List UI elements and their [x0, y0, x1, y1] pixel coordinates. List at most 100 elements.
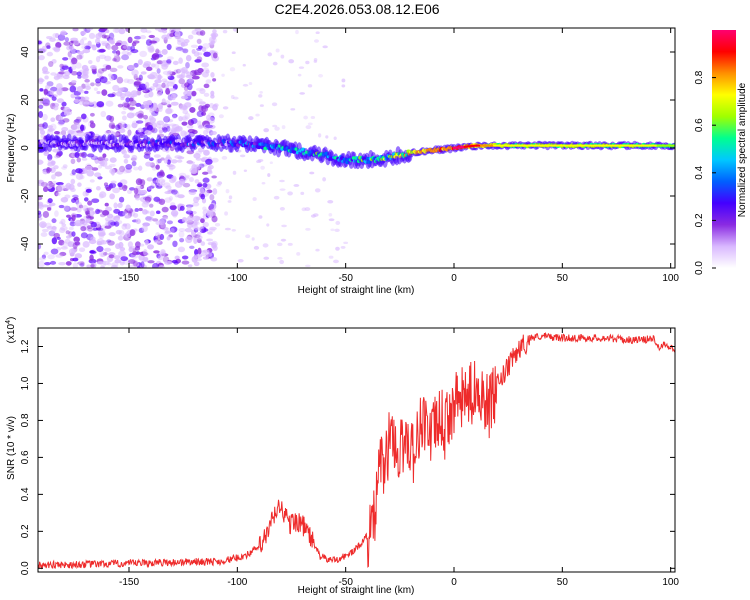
- spectrogram-noise-cell: [170, 101, 179, 106]
- spectrogram-noise-cell: [201, 111, 206, 116]
- spectrogram-noise-cell: [71, 231, 76, 237]
- spectrogram-ridge-core: [602, 144, 605, 147]
- spectrogram-noise-cell: [118, 229, 125, 236]
- spectrogram-noise-cell: [272, 61, 278, 66]
- spectrogram-noise-cell: [93, 87, 98, 91]
- spectrogram-ridge-core: [483, 144, 486, 147]
- spectrogram-ridge-core: [668, 144, 671, 147]
- spectrogram-noise-cell: [39, 221, 47, 229]
- spectrogram-noise-cell: [96, 227, 104, 231]
- spectrogram-noise-cell: [81, 45, 87, 49]
- spectrogram-noise-cell: [69, 85, 77, 93]
- spectrogram-noise-cell: [179, 237, 185, 243]
- spectrogram-ridge-core: [565, 144, 568, 147]
- spectrogram-ridge-core: [512, 144, 515, 147]
- spectrogram-noise-cell: [96, 90, 101, 95]
- spectrogram-noise-cell: [185, 61, 190, 69]
- spectrogram-noise-cell: [149, 185, 155, 189]
- spectrogram-noise-cell: [335, 246, 340, 251]
- spectrogram-noise-cell: [117, 87, 123, 94]
- spectrogram-noise-cell: [158, 178, 166, 183]
- spectrogram-noise-cell: [109, 219, 115, 223]
- spectrogram-noise-cell: [90, 82, 95, 87]
- spectrogram-noise-cell: [263, 128, 270, 133]
- spectrogram-noise-cell: [202, 256, 209, 260]
- spectrogram-noise-cell: [212, 29, 217, 34]
- snr-multiplier-exponent: 4: [5, 320, 12, 324]
- spectrogram-noise-cell: [80, 113, 87, 120]
- spectrogram-noise-cell: [63, 41, 71, 46]
- spectrogram-noise-cell: [203, 149, 210, 156]
- spectrogram-noise-cell: [140, 71, 147, 75]
- spectrogram-noise-cell: [89, 179, 95, 183]
- spectrogram-noise-cell: [224, 211, 229, 216]
- spectrogram-noise-cell: [154, 63, 160, 70]
- spectrogram-x-tick-label: 100: [662, 273, 679, 284]
- spectrogram-noise-cell: [38, 243, 42, 250]
- spectrogram-ridge-core: [459, 146, 462, 149]
- spectrogram-noise-cell: [71, 214, 76, 222]
- spectrogram-noise-cell: [47, 158, 54, 165]
- spectrogram-noise-cell: [156, 60, 163, 65]
- spectrogram-noise-cell: [181, 255, 189, 260]
- spectrogram-noise-cell: [71, 198, 77, 203]
- spectrogram-noise-cell: [121, 149, 128, 155]
- spectrogram-noise-cell: [184, 174, 190, 178]
- spectrogram-ridge-core: [562, 144, 565, 147]
- spectrogram-noise-cell: [131, 69, 139, 77]
- spectrogram-ridge-core: [539, 144, 542, 147]
- spectrogram-noise-cell: [202, 182, 208, 188]
- spectrogram-noise-cell: [85, 165, 93, 171]
- spectrogram-noise-cell: [273, 195, 280, 200]
- spectrogram-noise-cell: [57, 34, 66, 41]
- spectrogram-noise-cell: [79, 263, 85, 267]
- spectrogram-noise-cell: [46, 166, 51, 174]
- spectrogram-noise-cell: [113, 53, 119, 57]
- spectrogram-noise-cell: [62, 241, 69, 248]
- spectrogram-noise-cell: [122, 211, 128, 217]
- spectrogram-noise-cell: [203, 51, 211, 57]
- spectrogram-noise-cell: [118, 165, 126, 173]
- spectrogram-noise-cell: [205, 252, 213, 258]
- spectrogram-noise-cell: [58, 119, 66, 125]
- spectrogram-ridge-core: [657, 144, 660, 147]
- spectrogram-noise-cell: [91, 198, 100, 204]
- spectrogram-noise-cell: [54, 210, 59, 217]
- spectrogram-noise-cell: [198, 101, 206, 105]
- spectrogram-noise-cell: [62, 57, 69, 61]
- spectrogram-noise-cell: [87, 59, 93, 65]
- spectrogram-ridge-core: [648, 144, 650, 147]
- spectrogram-noise-cell: [108, 232, 116, 237]
- spectrogram-ridge-core: [485, 144, 488, 147]
- spectrogram-noise-cell: [60, 225, 68, 231]
- spectrogram-noise-cell: [63, 205, 71, 212]
- spectrogram-ridge-core: [479, 144, 481, 147]
- spectrogram-noise-cell: [58, 114, 64, 122]
- spectrogram-ridge-core: [567, 144, 570, 147]
- spectrogram-noise-cell: [41, 254, 47, 259]
- spectrogram-y-axis-label: Frequency (Hz): [6, 114, 17, 183]
- spectrogram-noise-cell: [304, 264, 311, 268]
- spectrogram-noise-cell: [171, 259, 178, 264]
- spectrogram-noise-cell: [104, 55, 112, 62]
- spectrogram-noise-cell: [77, 152, 85, 157]
- spectrogram-noise-cell: [113, 255, 121, 260]
- spectrogram-noise-cell: [152, 262, 159, 268]
- spectrogram-noise-cell: [104, 165, 113, 170]
- spectrogram-ridge-core: [494, 144, 497, 147]
- spectrogram-ridge-core: [461, 146, 464, 149]
- spectrogram-noise-cell: [178, 103, 183, 109]
- spectrogram-noise-cell: [161, 59, 168, 64]
- spectrogram-ridge-core: [493, 144, 496, 147]
- snr-x-tick-label: -100: [227, 577, 247, 588]
- spectrogram-noise-cell: [144, 130, 153, 136]
- spectrogram-noise-cell: [122, 105, 128, 111]
- spectrogram-noise-cell: [178, 78, 186, 85]
- spectrogram-ridge-core: [638, 144, 641, 147]
- spectrogram-noise-cell: [38, 159, 44, 165]
- spectrogram-noise-cell: [128, 97, 134, 102]
- spectrogram-noise-cell: [51, 237, 58, 245]
- spectrogram-noise-cell: [148, 91, 154, 98]
- spectrogram-noise-cell: [39, 88, 44, 92]
- spectrogram-noise-cell: [83, 197, 89, 202]
